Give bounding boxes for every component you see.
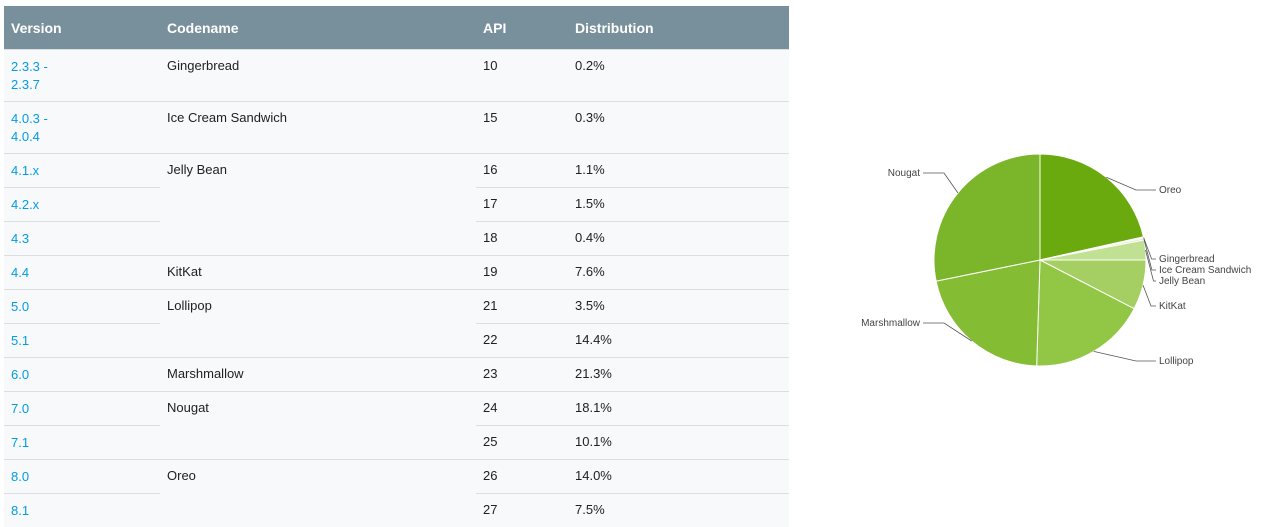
- table-row: 5.0 Lollipop 21 3.5%: [4, 290, 789, 324]
- version-link[interactable]: 8.1: [4, 494, 160, 527]
- api-cell: 18: [476, 222, 568, 256]
- pie-leader-lollipop: [1094, 351, 1156, 361]
- table-row: 4.4 KitKat 19 7.6%: [4, 256, 789, 290]
- pie-leader-nougat: [923, 173, 958, 193]
- pie-label-gingerbread: Gingerbread: [1159, 254, 1215, 265]
- distribution-cell: 1.1%: [568, 154, 789, 188]
- version-link[interactable]: 5.0: [4, 290, 160, 324]
- version-link[interactable]: 5.1: [4, 324, 160, 358]
- version-link[interactable]: 4.1.x: [4, 154, 160, 188]
- codename-cell: Ice Cream Sandwich: [160, 102, 476, 154]
- version-line-2[interactable]: 4.0.4: [11, 129, 40, 144]
- version-link[interactable]: 8.0: [4, 460, 160, 494]
- version-link[interactable]: 7.0: [4, 392, 160, 426]
- version-link[interactable]: 4.3: [4, 222, 160, 256]
- distribution-cell: 0.4%: [568, 222, 789, 256]
- pie-label-oreo: Oreo: [1159, 185, 1182, 196]
- version-link[interactable]: 4.4: [4, 256, 160, 290]
- header-version: Version: [4, 6, 160, 50]
- pie-label-jelly-bean: Jelly Bean: [1159, 276, 1205, 287]
- api-cell: 26: [476, 460, 568, 494]
- version-line-2[interactable]: 2.3.7: [11, 77, 40, 92]
- api-cell: 24: [476, 392, 568, 426]
- distribution-cell: 3.5%: [568, 290, 789, 324]
- table-row: 8.0 Oreo 26 14.0%: [4, 460, 789, 494]
- pie-label-ice-cream-sandwich: Ice Cream Sandwich: [1159, 265, 1251, 276]
- version-link[interactable]: 4.0.3 - 4.0.4: [4, 102, 160, 154]
- header-codename: Codename: [160, 6, 476, 50]
- pie-label-kitkat: KitKat: [1159, 301, 1186, 312]
- table-header-row: Version Codename API Distribution: [4, 6, 789, 50]
- api-cell: 10: [476, 50, 568, 102]
- api-cell: 23: [476, 358, 568, 392]
- table-row: 4.0.3 - 4.0.4 Ice Cream Sandwich 15 0.3%: [4, 102, 789, 154]
- pie-slices: [934, 154, 1146, 366]
- pie-slice-nougat: [934, 154, 1040, 281]
- distribution-table: Version Codename API Distribution 2.3.3 …: [4, 6, 789, 527]
- header-api: API: [476, 6, 568, 50]
- codename-cell: Oreo: [160, 460, 476, 527]
- distribution-cell: 10.1%: [568, 426, 789, 460]
- distribution-cell: 21.3%: [568, 358, 789, 392]
- pie-label-nougat: Nougat: [888, 168, 920, 179]
- distribution-cell: 7.5%: [568, 494, 789, 527]
- codename-cell: Lollipop: [160, 290, 476, 358]
- codename-cell: Jelly Bean: [160, 154, 476, 256]
- codename-cell: KitKat: [160, 256, 476, 290]
- distribution-cell: 0.3%: [568, 102, 789, 154]
- table-row: 7.0 Nougat 24 18.1%: [4, 392, 789, 426]
- distribution-cell: 14.4%: [568, 324, 789, 358]
- version-link[interactable]: 2.3.3 - 2.3.7: [4, 50, 160, 102]
- version-link[interactable]: 4.2.x: [4, 188, 160, 222]
- api-cell: 27: [476, 494, 568, 527]
- distribution-cell: 1.5%: [568, 188, 789, 222]
- codename-cell: Marshmallow: [160, 358, 476, 392]
- distribution-cell: 0.2%: [568, 50, 789, 102]
- pie-label-marshmallow: Marshmallow: [861, 318, 921, 329]
- version-line-1[interactable]: 4.0.3 -: [11, 111, 48, 126]
- codename-cell: Nougat: [160, 392, 476, 460]
- table-row: 6.0 Marshmallow 23 21.3%: [4, 358, 789, 392]
- distribution-cell: 18.1%: [568, 392, 789, 426]
- table-row: 4.1.x Jelly Bean 16 1.1%: [4, 154, 789, 188]
- table-row: 2.3.3 - 2.3.7 Gingerbread 10 0.2%: [4, 50, 789, 102]
- distribution-cell: 14.0%: [568, 460, 789, 494]
- api-cell: 16: [476, 154, 568, 188]
- api-cell: 25: [476, 426, 568, 460]
- api-cell: 21: [476, 290, 568, 324]
- version-line-1[interactable]: 2.3.3 -: [11, 59, 48, 74]
- distribution-cell: 7.6%: [568, 256, 789, 290]
- version-link[interactable]: 6.0: [4, 358, 160, 392]
- codename-cell: Gingerbread: [160, 50, 476, 102]
- api-cell: 19: [476, 256, 568, 290]
- header-distribution: Distribution: [568, 6, 789, 50]
- api-cell: 22: [476, 324, 568, 358]
- api-cell: 17: [476, 188, 568, 222]
- api-cell: 15: [476, 102, 568, 154]
- version-link[interactable]: 7.1: [4, 426, 160, 460]
- pie-label-lollipop: Lollipop: [1159, 356, 1194, 367]
- pie-leader-kitkat: [1143, 285, 1156, 306]
